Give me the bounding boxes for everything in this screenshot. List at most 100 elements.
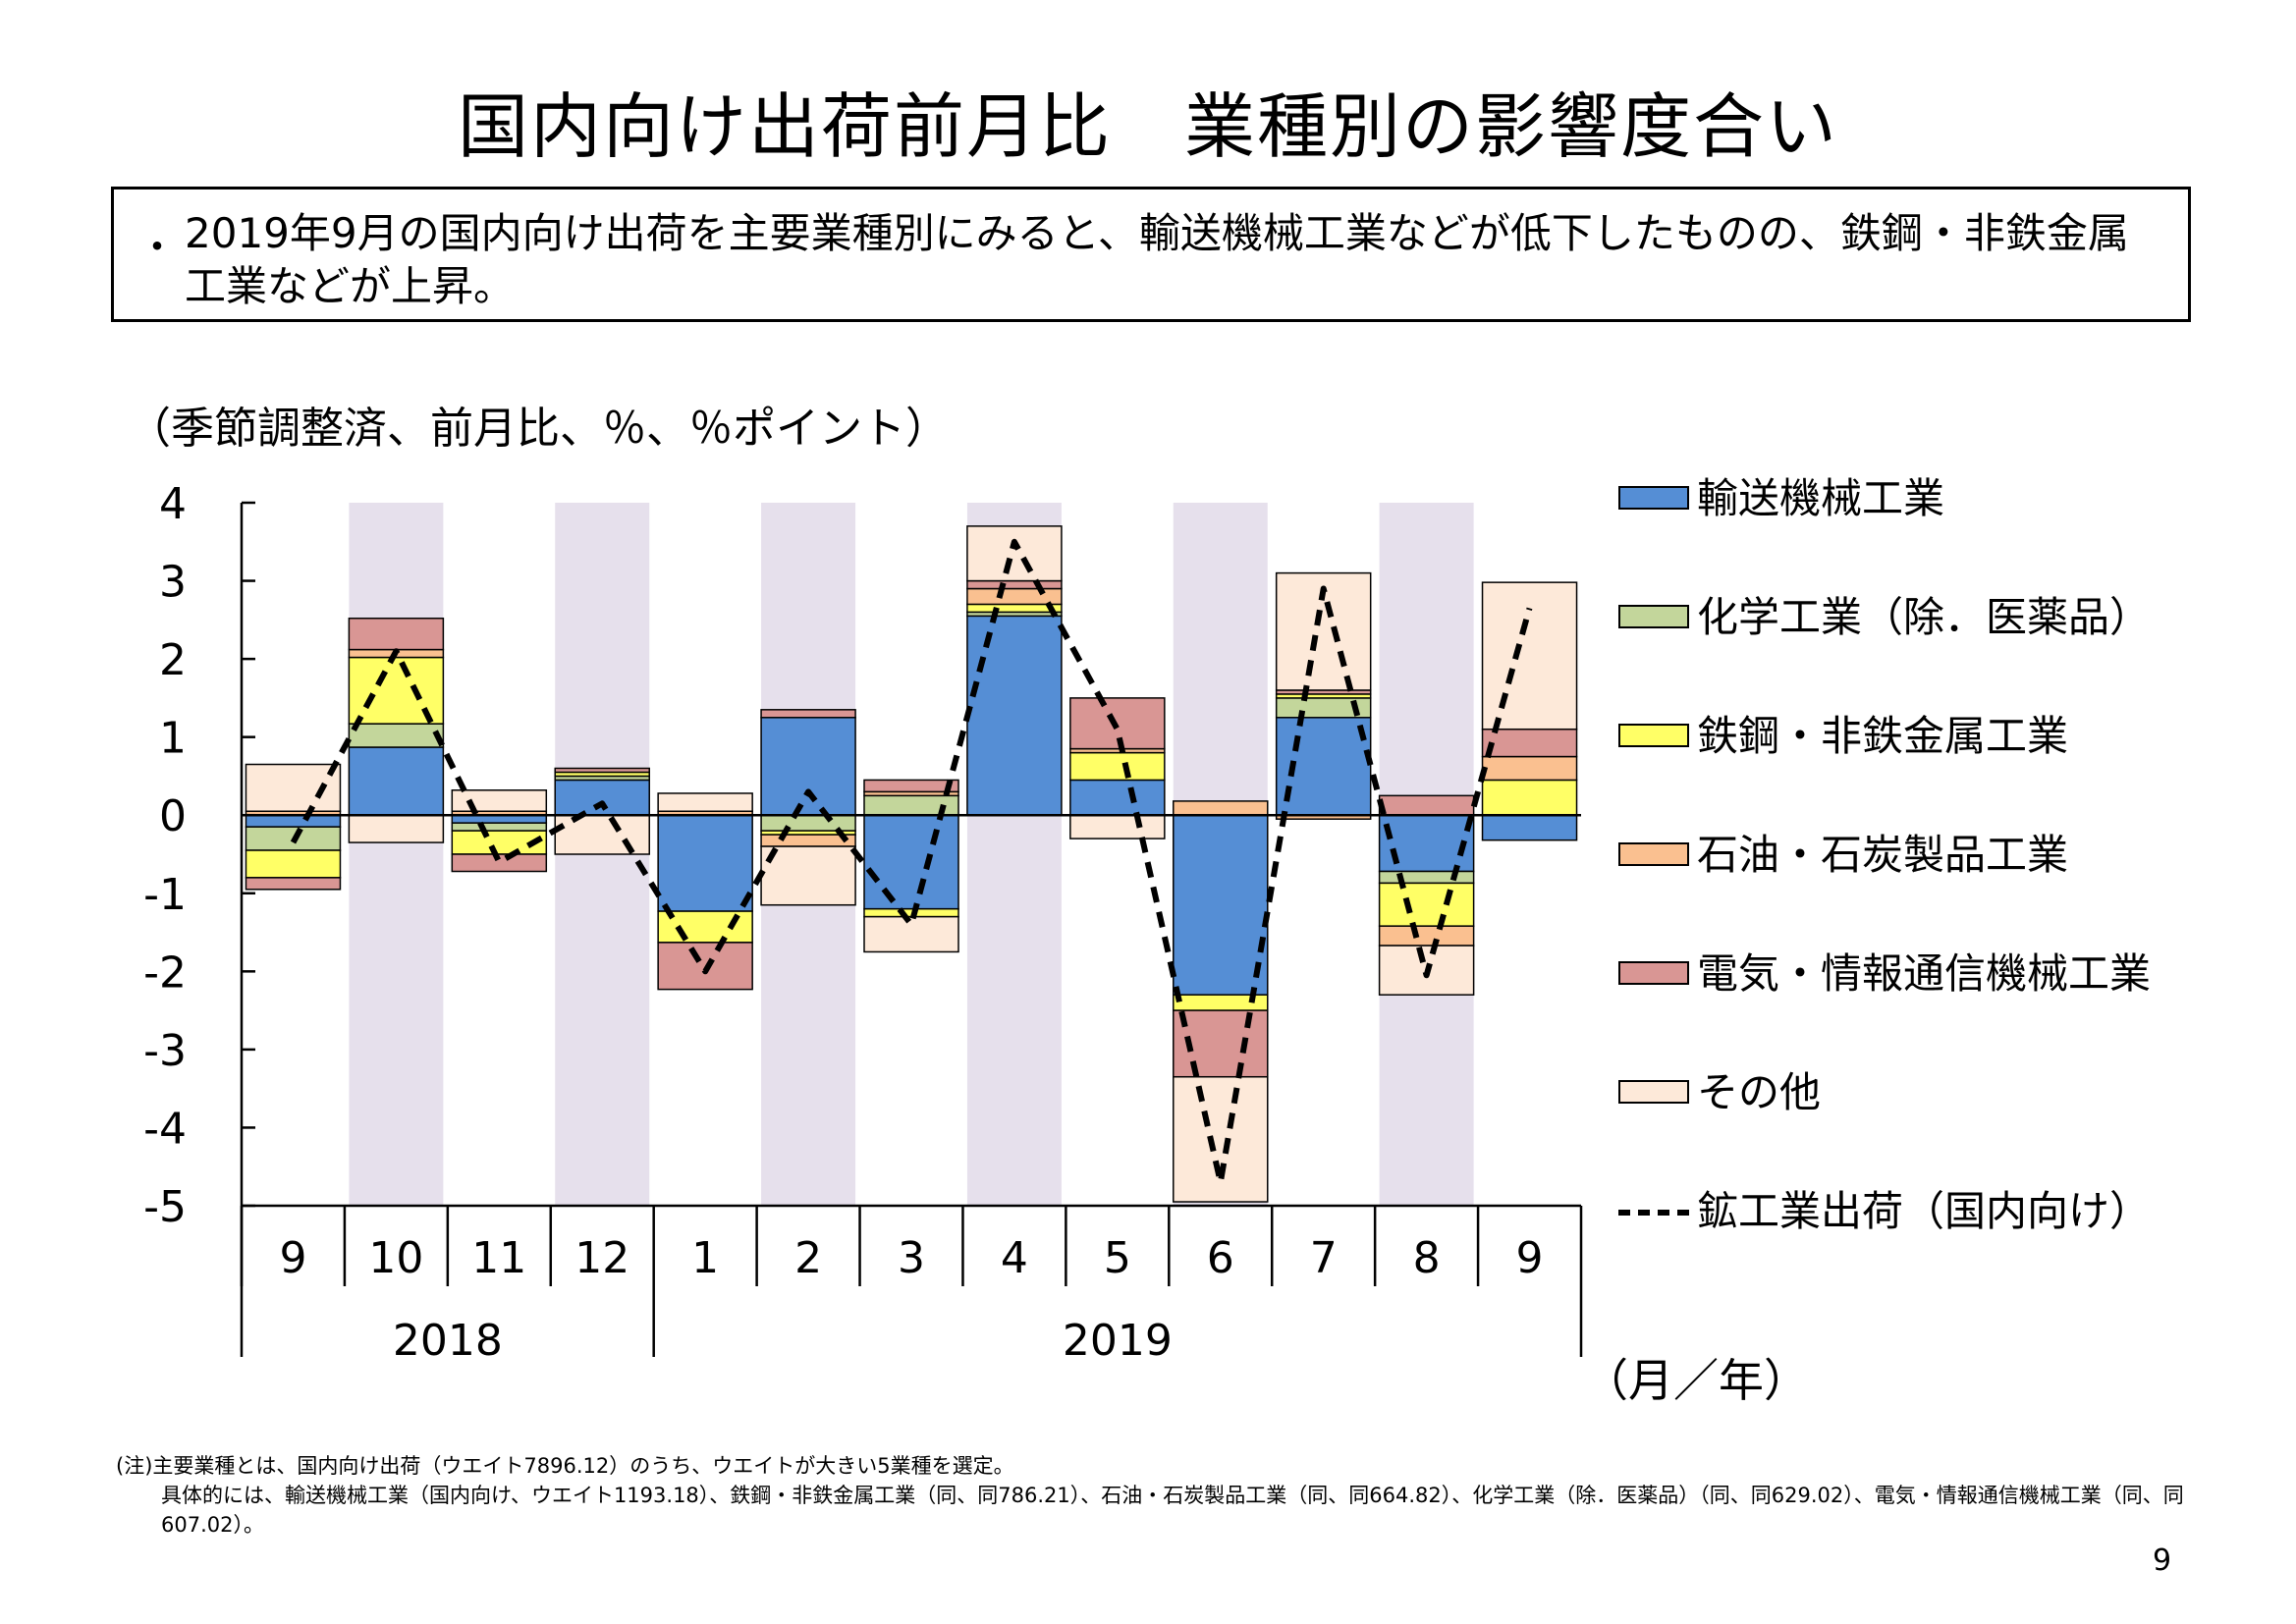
- bar-segment: [554, 779, 650, 816]
- x-tick-label: 5: [1104, 1233, 1131, 1283]
- legend-swatch: [1618, 486, 1689, 510]
- bar-segment: [1378, 882, 1475, 927]
- bar-segment: [1173, 1075, 1269, 1203]
- bar-segment: [1481, 779, 1578, 816]
- x-tick-label: 11: [471, 1233, 526, 1283]
- legend-label: その他: [1697, 1068, 1822, 1116]
- bar-segment: [1378, 814, 1475, 873]
- legend-line-swatch: [1618, 1210, 1689, 1216]
- bar-segment: [451, 853, 548, 873]
- legend-swatch: [1618, 1080, 1689, 1104]
- bar-segment: [966, 615, 1063, 816]
- legend-label: 輸送機械工業: [1697, 474, 1945, 522]
- bar-segment: [657, 792, 753, 812]
- bar-segment: [451, 789, 548, 812]
- bar-segment: [1069, 814, 1166, 839]
- bar-segment: [760, 709, 856, 719]
- footnote-line-2: 具体的には、輸送機械工業（国内向け、ウエイト1193.18）、鉄鋼・非鉄金属工業…: [161, 1484, 2184, 1537]
- x-tick-label: 9: [279, 1233, 306, 1283]
- x-tick-label: 3: [898, 1233, 925, 1283]
- bar-segment: [1378, 925, 1475, 947]
- legend-swatch: [1618, 961, 1689, 985]
- x-tick-label: 4: [1001, 1233, 1028, 1283]
- series-line: [290, 538, 1533, 1186]
- bar-segment: [554, 814, 650, 855]
- x-tick-label: 12: [574, 1233, 629, 1283]
- shade-band: [349, 503, 444, 1206]
- bar-segment: [1481, 581, 1578, 731]
- page-title: 国内向け出荷前月比 業種別の影響度合い: [457, 85, 1838, 168]
- bar-segment: [348, 617, 445, 651]
- bar-segment: [966, 587, 1063, 606]
- bar-segment: [1481, 728, 1578, 758]
- bar-segment: [451, 822, 548, 832]
- x-tick-label: 1: [691, 1233, 719, 1283]
- x-tick-label: 8: [1413, 1233, 1441, 1283]
- bar-segment: [1069, 751, 1166, 782]
- x-axis-unit-label: （月／年）: [1583, 1354, 1809, 1407]
- legend-label: 電気・情報通信機械工業: [1697, 949, 2152, 998]
- bar-segment: [760, 845, 856, 906]
- bar-segment: [863, 779, 959, 793]
- bar-segment: [245, 877, 342, 891]
- bar-segment: [1481, 755, 1578, 782]
- page-number: 9: [2153, 1543, 2172, 1578]
- y-tick-label: 3: [159, 558, 187, 608]
- bar-segment: [348, 814, 445, 843]
- bar-segment: [1378, 870, 1475, 885]
- footnote-line-1: (注)主要業種とは、国内向け出荷（ウエイト7896.12）のうち、ウエイトが大き…: [116, 1454, 1014, 1478]
- bar-segment: [657, 942, 753, 991]
- legend-item: 輸送機械工業: [1618, 469, 2286, 528]
- y-tick-label: -5: [143, 1182, 187, 1232]
- legend-item: 電気・情報通信機械工業: [1618, 945, 2286, 1003]
- legend-label: 鉄鋼・非鉄金属工業: [1697, 712, 2069, 760]
- y-tick-label: -3: [143, 1026, 187, 1076]
- x-tick-label: 9: [1516, 1233, 1544, 1283]
- legend-item: 化学工業（除．医薬品）: [1618, 588, 2286, 647]
- bar-segment: [863, 915, 959, 953]
- y-tick-label: 1: [159, 714, 187, 764]
- bar-segment: [1378, 794, 1475, 816]
- legend-swatch: [1618, 605, 1689, 628]
- legend-item: 鉱工業出荷（国内向け）: [1618, 1182, 2286, 1241]
- footnote: (注)主要業種とは、国内向け出荷（ウエイト7896.12）のうち、ウエイトが大き…: [116, 1451, 2198, 1540]
- bullet-marker: ・: [137, 225, 177, 270]
- bar-segment: [554, 767, 650, 774]
- legend-label: 化学工業（除．医薬品）: [1697, 593, 2152, 641]
- y-tick-label: -2: [143, 947, 187, 998]
- unit-label: （季節調整済、前月比、％、％ポイント）: [128, 404, 949, 454]
- y-tick-label: 4: [159, 479, 187, 529]
- legend-item: 石油・石炭製品工業: [1618, 826, 2286, 885]
- bar-segment: [966, 525, 1063, 582]
- bar-segment: [657, 814, 753, 912]
- y-tick-label: 2: [159, 635, 187, 685]
- bar-segment: [245, 849, 342, 879]
- bar-segment: [966, 579, 1063, 590]
- bar-segment: [348, 746, 445, 816]
- y-tick-label: -1: [143, 870, 187, 920]
- legend-swatch: [1618, 724, 1689, 747]
- y-tick-label: 0: [159, 791, 187, 841]
- bar-segment: [245, 763, 342, 812]
- x-tick-label: 6: [1207, 1233, 1234, 1283]
- legend-item: 鉄鋼・非鉄金属工業: [1618, 707, 2286, 766]
- bar-segment: [245, 814, 342, 828]
- bar-segment: [1481, 814, 1578, 841]
- legend-swatch: [1618, 842, 1689, 866]
- x-tick-label: 2: [794, 1233, 822, 1283]
- bar-segment: [1173, 814, 1269, 996]
- x-tick-label: 10: [368, 1233, 423, 1283]
- bar-segment: [1069, 779, 1166, 816]
- legend-label: 石油・石炭製品工業: [1697, 831, 2069, 879]
- bar-segment: [1173, 800, 1269, 816]
- bar-segment: [863, 814, 959, 910]
- bar-segment: [760, 814, 856, 832]
- bar-segment: [348, 723, 445, 748]
- y-tick-label: -4: [143, 1104, 187, 1154]
- legend-label: 鉱工業出荷（国内向け）: [1697, 1187, 2152, 1235]
- x-tick-label: 7: [1310, 1233, 1338, 1283]
- summary-box: ・ 2019年9月の国内向け出荷を主要業種別にみると、輸送機械工業などが低下した…: [111, 187, 2191, 322]
- year-label: 2018: [393, 1316, 503, 1366]
- year-label: 2019: [1063, 1316, 1173, 1366]
